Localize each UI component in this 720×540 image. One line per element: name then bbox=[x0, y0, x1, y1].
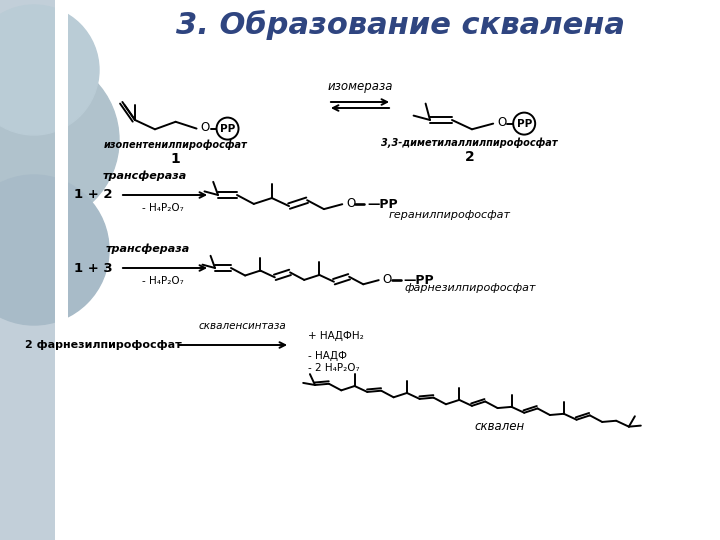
Circle shape bbox=[0, 175, 109, 325]
Text: 1 + 2: 1 + 2 bbox=[73, 188, 112, 201]
Text: 1 + 3: 1 + 3 bbox=[73, 261, 112, 274]
Text: геранилпирофосфат: геранилпирофосфат bbox=[389, 210, 511, 220]
Text: - H₄P₂O₇: - H₄P₂O₇ bbox=[142, 203, 184, 213]
Circle shape bbox=[513, 113, 535, 134]
Text: трансфераза: трансфераза bbox=[103, 171, 187, 181]
Text: - НАДФ: - НАДФ bbox=[308, 351, 347, 361]
Text: O: O bbox=[383, 273, 392, 286]
Text: фарнезилпирофосфат: фарнезилпирофосфат bbox=[404, 283, 536, 293]
Circle shape bbox=[0, 5, 99, 135]
Text: 2: 2 bbox=[464, 150, 474, 164]
Text: трансфераза: трансфераза bbox=[106, 244, 190, 254]
Text: - H₄P₂O₇: - H₄P₂O₇ bbox=[142, 276, 184, 286]
Text: 3,3-диметилаллилпирофосфат: 3,3-диметилаллилпирофосфат bbox=[382, 138, 558, 149]
Text: PP: PP bbox=[516, 119, 532, 129]
Text: 1: 1 bbox=[171, 152, 181, 166]
Text: O: O bbox=[201, 121, 210, 134]
Bar bbox=[55, 0, 68, 540]
Text: O: O bbox=[498, 116, 506, 129]
Text: + НАДФН₂: + НАДФН₂ bbox=[308, 331, 364, 341]
Bar bbox=[0, 0, 68, 540]
Circle shape bbox=[0, 55, 119, 225]
Text: —PP: —PP bbox=[404, 274, 434, 287]
Text: PP: PP bbox=[220, 124, 235, 133]
Text: изомераза: изомераза bbox=[328, 80, 392, 93]
Text: O: O bbox=[346, 197, 356, 210]
Text: скваленсинтаза: скваленсинтаза bbox=[198, 321, 286, 331]
Text: 3. Образование сквалена: 3. Образование сквалена bbox=[176, 10, 624, 40]
Text: сквален: сквален bbox=[475, 420, 525, 433]
Text: - 2 Н₄Р₂О₇: - 2 Н₄Р₂О₇ bbox=[308, 363, 359, 373]
Text: —PP: —PP bbox=[367, 198, 398, 211]
Circle shape bbox=[217, 118, 238, 139]
Text: 2 фарнезилпирофосфат: 2 фарнезилпирофосфат bbox=[24, 340, 181, 350]
Text: изопентенилпирофосфат: изопентенилпирофосфат bbox=[104, 140, 248, 151]
